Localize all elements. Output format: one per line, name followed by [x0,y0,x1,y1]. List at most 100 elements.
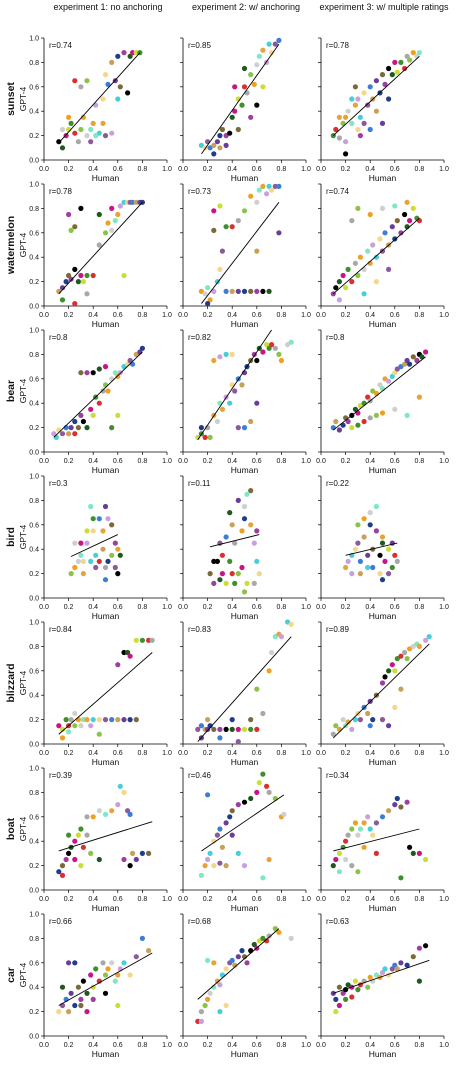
data-point [244,580,250,587]
data-point [96,516,102,522]
data-point [244,491,250,497]
data-point [260,288,266,294]
data-point [112,218,118,224]
regression-line [332,643,430,739]
data-point [254,102,260,108]
data-point [198,288,204,294]
data-point [336,114,342,120]
x-tick-label: 0.6 [113,750,123,757]
data-point [402,65,408,72]
data-point [266,789,272,796]
data-point [127,53,133,59]
x-tick-label: 0.6 [252,896,262,903]
data-point [84,1009,90,1015]
data-point [100,528,106,534]
data-point [345,418,351,425]
data-point [254,528,260,534]
data-point [333,285,339,291]
data-point [219,844,225,850]
data-point [357,254,363,260]
data-point [392,203,398,209]
data-point [66,272,72,279]
panel: 0.0 0.2 0.4 0.6 0.8 1.0 Human r=0.34 [316,767,449,913]
y-tick-label: 0.8 [29,206,39,213]
panel: 0.0 0.2 0.4 0.6 0.8 1.0 Human r=0.73 [178,183,311,329]
data-point [241,84,248,90]
x-axis-label: Human [92,1049,120,1059]
data-point [248,522,254,528]
data-point [349,826,355,832]
data-point [407,361,413,367]
data-point [404,799,410,805]
data-point [78,412,84,418]
data-point [80,978,86,984]
data-point [59,145,66,151]
data-point [227,400,233,406]
data-point [232,108,238,114]
data-point [340,272,346,279]
data-point [254,199,260,205]
data-point [343,856,349,863]
data-point [72,960,78,966]
data-point [66,960,72,966]
x-tick-label: 1.0 [439,896,449,903]
x-tick-label: 0.0 [178,312,188,319]
data-point [211,726,217,733]
y-tick-label: 0.6 [29,668,39,675]
data-point [355,987,361,993]
data-point [211,558,217,565]
x-tick-label: 0.0 [178,458,188,465]
data-point [109,717,115,723]
data-point [269,187,275,193]
data-point [389,224,395,230]
regression-line [333,217,420,295]
data-point [223,288,229,294]
x-tick-label: 0.8 [277,166,287,173]
data-point [72,418,78,425]
x-axis-label: Human [231,465,259,475]
data-point [256,571,262,577]
data-point [139,637,145,643]
x-tick-label: 0.4 [227,312,237,319]
data-point [260,935,266,942]
data-point [379,540,386,546]
x-axis-label: Human [369,1049,397,1059]
regression-line [58,52,141,144]
data-point [72,266,78,272]
data-point [423,637,429,643]
data-point [105,966,111,972]
data-point [88,558,94,565]
r-label: r=0.78 [49,187,72,196]
data-point [367,415,373,421]
x-tick-label: 1.0 [439,1042,449,1049]
data-point [56,139,62,145]
data-point [235,497,241,503]
data-point [340,422,346,428]
data-point [88,850,94,857]
data-point [241,726,248,733]
data-point [93,552,99,558]
data-point [219,248,225,254]
x-tick-label: 0.4 [88,1042,98,1049]
data-point [90,814,96,820]
x-tick-label: 0.2 [64,312,74,319]
data-point [333,996,339,1003]
x-tick-label: 0.8 [138,166,148,173]
data-point [211,357,217,364]
data-point [59,863,66,869]
r-label: r=0.46 [188,771,211,780]
data-point [121,789,127,796]
data-point [260,84,266,90]
data-point [102,577,109,583]
data-point [88,503,94,510]
data-point [105,220,111,226]
x-tick-label: 0.4 [365,312,375,319]
data-point [357,403,363,409]
data-point [72,78,78,84]
data-point [361,534,367,540]
x-tick-label: 0.2 [64,604,74,611]
data-point [88,723,94,729]
panel: 0.0 0.2 0.4 0.6 0.8 1.0 Human r=0.11 [178,475,311,621]
data-point [205,957,211,964]
data-point [72,723,78,729]
